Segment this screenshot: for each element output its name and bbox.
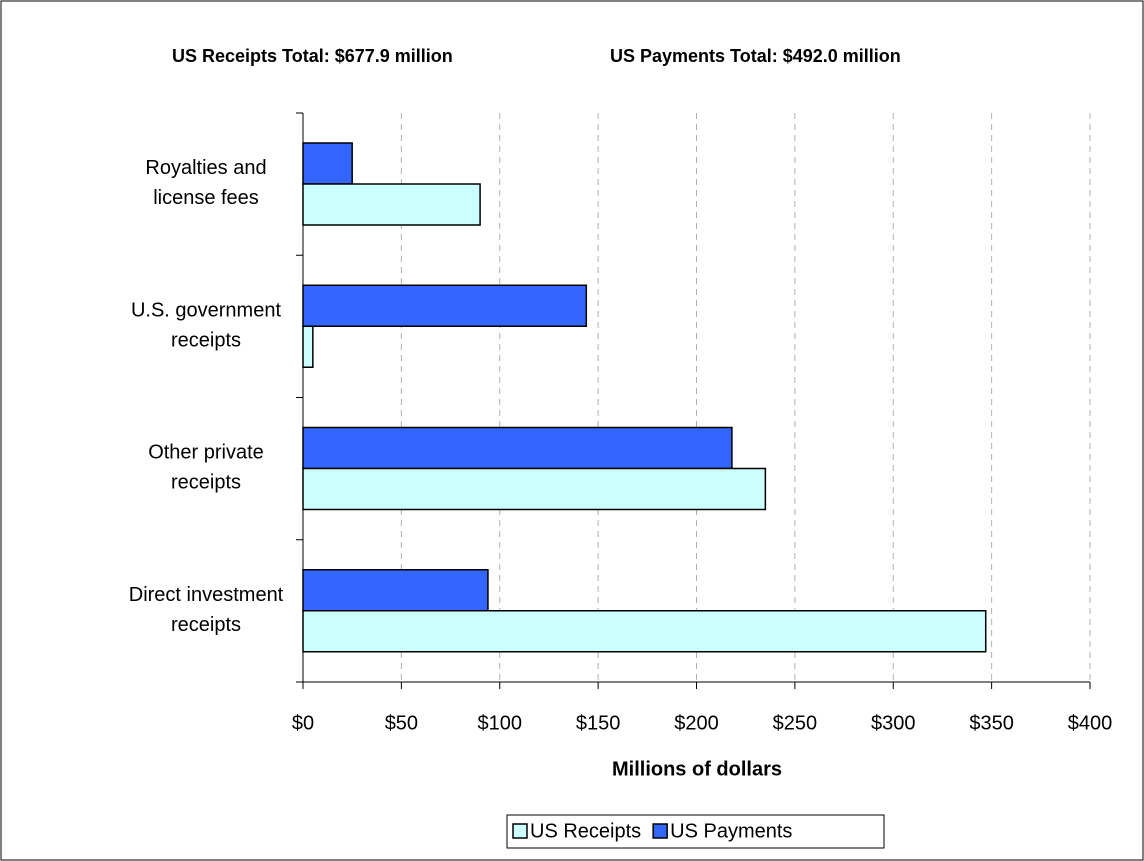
x-tick-label: $250 [773, 712, 818, 734]
y-category-label: Royalties and license fees [145, 157, 266, 209]
bar [302, 325, 314, 368]
y-category-label: Other private receipts [148, 442, 264, 494]
bar [302, 467, 767, 511]
x-tick-label: $350 [969, 712, 1014, 734]
receipts-total: US Receipts Total: $677.9 million [172, 46, 453, 66]
x-tick-label: $150 [576, 712, 621, 734]
legend-label: US Receipts [530, 820, 641, 842]
payments-total: US Payments Total: $492.0 million [610, 46, 901, 66]
bar [302, 183, 481, 226]
bar [302, 426, 733, 470]
x-tick-label: $100 [478, 712, 523, 734]
y-category-label: Direct investment receipts [129, 584, 284, 636]
x-tick-label: $50 [385, 712, 418, 734]
x-tick-label: $200 [674, 712, 719, 734]
x-axis-label: Millions of dollars [612, 758, 782, 780]
legend-swatch [652, 823, 668, 839]
bar [302, 569, 489, 612]
y-category-label: U.S. government receipts [131, 300, 282, 352]
bar [302, 610, 987, 653]
legend-label: US Payments [670, 820, 792, 842]
x-tick-label: $400 [1068, 712, 1113, 734]
bar [302, 284, 588, 327]
x-tick-label: $0 [292, 712, 314, 734]
legend-box [506, 814, 885, 849]
x-tick-label: $300 [871, 712, 916, 734]
bar [302, 142, 353, 185]
legend-swatch [512, 823, 528, 839]
